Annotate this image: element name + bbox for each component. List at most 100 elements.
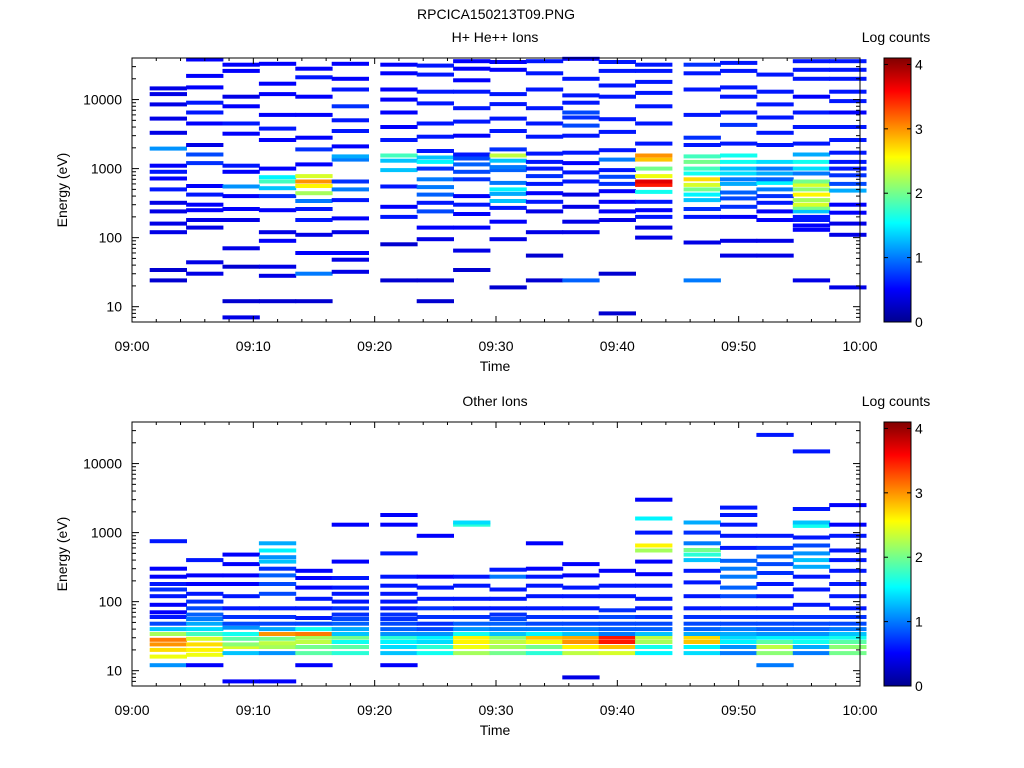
heatmap-cell	[186, 617, 224, 621]
heatmap-cell	[756, 166, 794, 171]
heatmap-cell	[331, 118, 369, 123]
heatmap-cell	[683, 552, 721, 557]
heatmap-cell	[792, 171, 831, 176]
heatmap-cell	[258, 112, 297, 117]
heatmap-cell	[683, 62, 721, 67]
heatmap-cell	[331, 612, 369, 617]
heatmap-cell	[562, 133, 600, 138]
heatmap-cell	[792, 651, 831, 656]
heatmap-cell	[683, 135, 721, 140]
heatmap-cell	[683, 177, 721, 182]
heatmap-cell	[416, 101, 454, 106]
heatmap-cell	[598, 271, 636, 276]
heatmap-cell	[186, 110, 224, 115]
heatmap-cell	[149, 637, 187, 642]
heatmap-cell	[635, 615, 673, 619]
heatmap-cell	[149, 169, 187, 174]
colorbar-tick-label: 4	[915, 56, 923, 72]
heatmap-cell	[598, 199, 636, 204]
heatmap-cell	[331, 617, 369, 621]
heatmap-cell	[525, 230, 564, 235]
heatmap-cell	[635, 235, 673, 240]
heatmap-cell	[149, 621, 187, 626]
heatmap-cell	[222, 679, 260, 684]
heatmap-cell	[635, 572, 673, 577]
heatmap-cell	[453, 212, 491, 216]
heatmap-cell	[186, 161, 224, 166]
heatmap-cell	[683, 640, 721, 644]
heatmap-cell	[756, 238, 794, 243]
heatmap-cell	[489, 606, 527, 611]
x-tick-label: 09:10	[236, 702, 271, 718]
heatmap-cell	[149, 574, 187, 579]
heatmap-cell	[258, 555, 297, 560]
heatmap-cell	[489, 180, 527, 185]
heatmap-cell	[792, 632, 831, 636]
heatmap-cell	[756, 209, 794, 214]
colorbar-label: Log counts	[862, 393, 931, 409]
heatmap-cell	[829, 232, 867, 237]
heatmap-cell	[829, 640, 867, 644]
heatmap-cell	[683, 278, 721, 283]
heatmap-cell	[720, 513, 758, 517]
heatmap-cell	[829, 568, 867, 573]
heatmap-cell	[683, 632, 721, 636]
heatmap-cell	[416, 640, 454, 644]
heatmap-cell	[453, 156, 491, 161]
heatmap-cell	[416, 632, 454, 636]
heatmap-cell	[635, 516, 673, 521]
heatmap-cell	[756, 663, 794, 668]
heatmap-cell	[149, 602, 187, 607]
heatmap-cell	[453, 66, 491, 71]
heatmap-cell	[562, 627, 600, 632]
heatmap-cell	[331, 632, 369, 636]
heatmap-cell	[186, 85, 224, 90]
heatmap-cell	[258, 194, 297, 199]
heatmap-cell	[720, 177, 758, 182]
heatmap-cell	[186, 621, 224, 626]
heatmap-cell	[598, 83, 636, 88]
heatmap-cell	[222, 582, 260, 586]
heatmap-cell	[756, 194, 794, 199]
heatmap-cell	[525, 174, 564, 179]
heatmap-cell	[489, 574, 527, 579]
heatmap-cell	[562, 645, 600, 649]
heatmap-cell	[720, 594, 758, 599]
heatmap-cell	[222, 68, 260, 73]
heatmap-cell	[756, 645, 794, 649]
heatmap-cell	[489, 635, 527, 640]
heatmap-cell	[720, 566, 758, 571]
heatmap-cell	[222, 645, 260, 649]
y-tick-label: 10	[106, 663, 122, 679]
heatmap-cell	[258, 566, 297, 571]
heatmap-cell	[331, 599, 369, 604]
heatmap-cell	[416, 200, 454, 205]
heatmap-cell	[295, 75, 333, 80]
heatmap-cell	[792, 179, 831, 184]
heatmap-cell	[380, 204, 418, 209]
heatmap-cell	[380, 574, 418, 579]
heatmap-cell	[635, 90, 673, 95]
heatmap-cell	[829, 645, 867, 649]
heatmap-cell	[792, 214, 831, 219]
heatmap-cell	[792, 205, 831, 210]
heatmap-cell	[453, 632, 491, 636]
heatmap-cell	[525, 71, 564, 76]
heatmap-cell	[186, 100, 224, 105]
heatmap-cell	[380, 71, 418, 76]
heatmap-cell	[453, 59, 491, 64]
heatmap-cell	[186, 627, 224, 632]
heatmap-cell	[683, 645, 721, 649]
colorbar	[883, 421, 912, 687]
y-tick-label: 100	[99, 594, 123, 610]
heatmap-cell	[258, 651, 297, 656]
heatmap-cell	[222, 169, 260, 174]
heatmap-cell	[222, 246, 260, 251]
heatmap-cell	[525, 594, 564, 599]
heatmap-cell	[562, 115, 600, 120]
heatmap-cell	[453, 635, 491, 640]
heatmap-cell	[331, 621, 369, 626]
heatmap-cell	[222, 163, 260, 168]
heatmap-cell	[258, 548, 297, 553]
heatmap-cell	[683, 541, 721, 546]
